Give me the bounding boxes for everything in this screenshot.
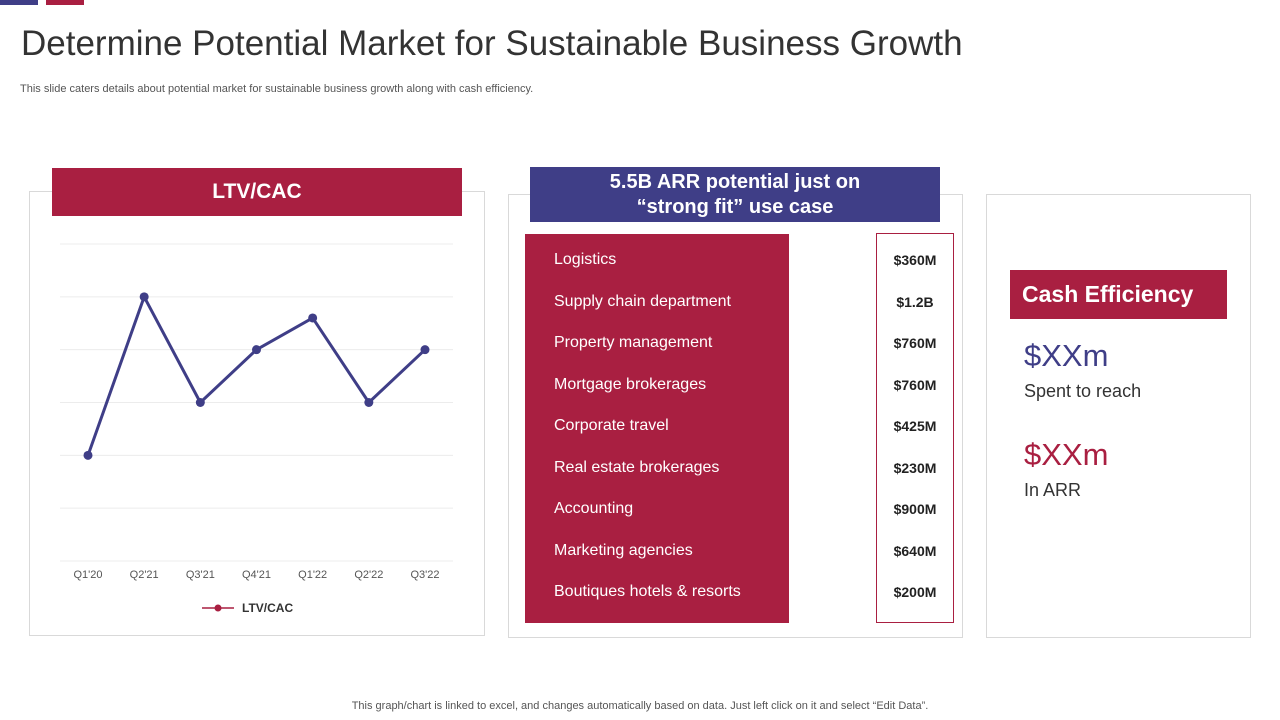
value-item: $360M	[893, 252, 937, 268]
value-item: $425M	[893, 418, 937, 434]
footer-note: This graph/chart is linked to excel, and…	[351, 700, 929, 712]
value-item: $760M	[893, 335, 937, 351]
value-item: $760M	[893, 376, 937, 393]
category-item: Logistics	[554, 251, 617, 268]
arr-caption: In ARR	[1024, 480, 1082, 500]
accent-tab-crimson	[46, 0, 84, 5]
arr-header-line2: “strong fit” use case	[636, 195, 834, 218]
category-item: Mortgage brokerages	[554, 375, 707, 393]
value-item: $230M	[893, 459, 937, 476]
category-item: Marketing agencies	[554, 541, 693, 559]
value-item: $1.2B	[896, 293, 934, 310]
category-item: Boutiques hotels & resorts	[554, 583, 741, 600]
arr-header: 5.5B ARR potential just on “strong fit” …	[530, 167, 940, 222]
cash-efficiency-header: Cash Efficiency	[1010, 270, 1227, 319]
category-item: Corporate travel	[554, 417, 669, 434]
ltv-cac-panel	[29, 191, 485, 636]
ltv-cac-header-label: LTV/CAC	[212, 180, 302, 203]
page-title: Determine Potential Market for Sustainab…	[21, 24, 963, 63]
spent-value: $XXm	[1024, 338, 1109, 373]
value-item: $200M	[893, 584, 937, 600]
spent-caption: Spent to reach	[1024, 381, 1142, 401]
category-item: Accounting	[554, 500, 634, 517]
category-item: Supply chain department	[554, 292, 731, 310]
value-item: $900M	[893, 501, 937, 517]
ltv-cac-header: LTV/CAC	[52, 168, 462, 216]
value-item: $640M	[893, 542, 937, 559]
arr-header-line1: 5.5B ARR potential just on	[609, 170, 861, 193]
accent-tab-navy	[0, 0, 38, 5]
page-subtitle: This slide caters details about potentia…	[20, 83, 534, 95]
category-item: Real estate brokerages	[554, 458, 720, 476]
arr-value: $XXm	[1024, 437, 1109, 472]
category-list-box	[525, 234, 789, 623]
cash-efficiency-header-label: Cash Efficiency	[1022, 281, 1194, 307]
cash-efficiency-panel	[986, 194, 1251, 638]
category-item: Property management	[554, 334, 713, 351]
value-list-box	[876, 233, 954, 623]
